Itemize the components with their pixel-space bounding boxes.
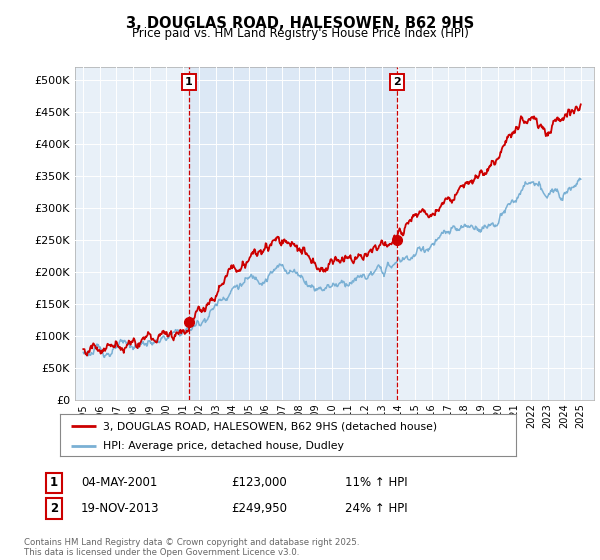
Text: 2: 2 (50, 502, 58, 515)
Text: £123,000: £123,000 (231, 476, 287, 489)
Text: 04-MAY-2001: 04-MAY-2001 (81, 476, 157, 489)
Text: Price paid vs. HM Land Registry's House Price Index (HPI): Price paid vs. HM Land Registry's House … (131, 27, 469, 40)
Text: 3, DOUGLAS ROAD, HALESOWEN, B62 9HS: 3, DOUGLAS ROAD, HALESOWEN, B62 9HS (126, 16, 474, 31)
Text: 3, DOUGLAS ROAD, HALESOWEN, B62 9HS (detached house): 3, DOUGLAS ROAD, HALESOWEN, B62 9HS (det… (103, 421, 437, 431)
Text: HPI: Average price, detached house, Dudley: HPI: Average price, detached house, Dudl… (103, 441, 344, 451)
Text: 24% ↑ HPI: 24% ↑ HPI (345, 502, 407, 515)
Text: 19-NOV-2013: 19-NOV-2013 (81, 502, 160, 515)
Text: 11% ↑ HPI: 11% ↑ HPI (345, 476, 407, 489)
Bar (188, 67, 397, 400)
Text: 1: 1 (50, 476, 58, 489)
Text: Contains HM Land Registry data © Crown copyright and database right 2025.
This d: Contains HM Land Registry data © Crown c… (24, 538, 359, 557)
Text: £249,950: £249,950 (231, 502, 287, 515)
Text: 1: 1 (185, 77, 193, 87)
Text: 2: 2 (392, 77, 400, 87)
